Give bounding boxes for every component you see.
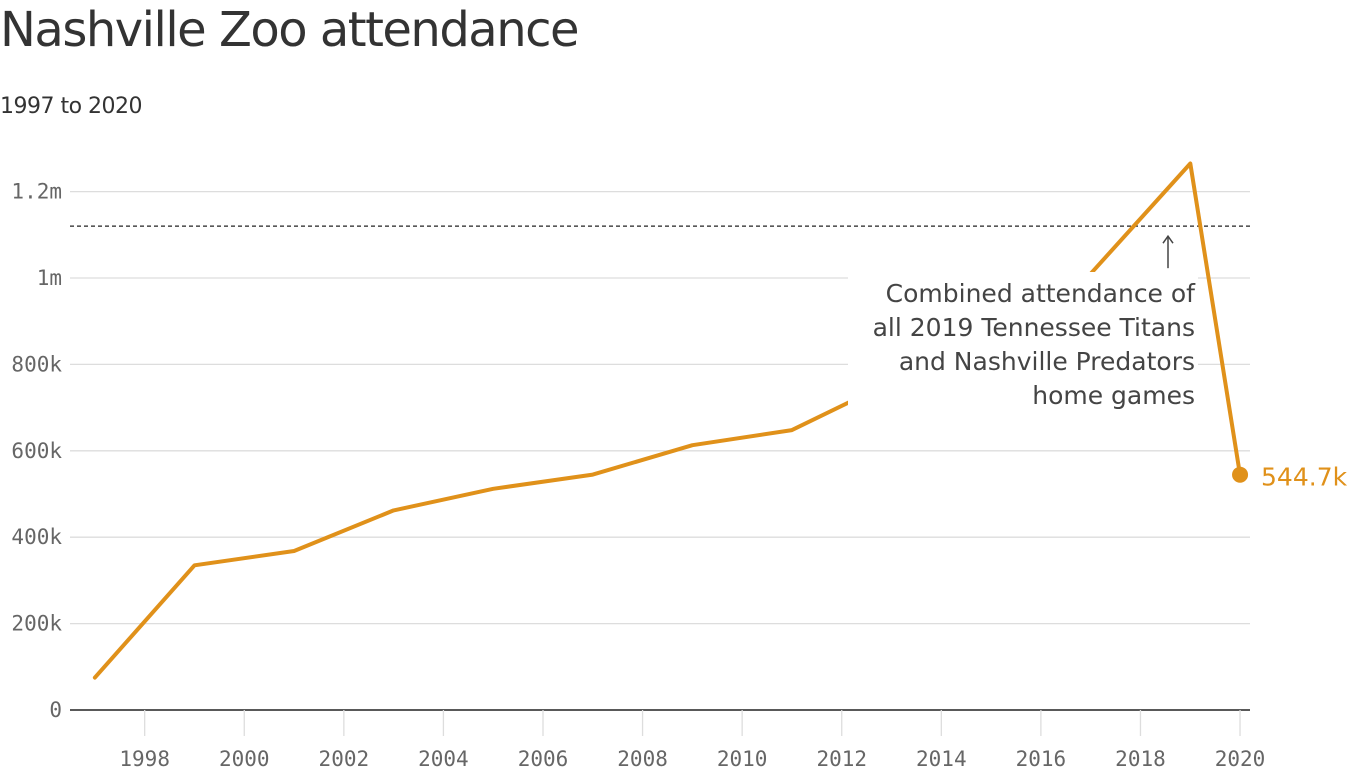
- x-tick-label: 2010: [717, 747, 768, 768]
- end-value-label: 544.7k: [1261, 463, 1348, 492]
- up-arrow-head-icon: [1162, 234, 1174, 244]
- x-tick-label: 2006: [518, 747, 569, 768]
- y-tick-label: 600k: [11, 439, 62, 463]
- y-tick-label: 0: [49, 698, 62, 722]
- attendance-line: [92, 161, 1242, 680]
- x-tick-label: 2018: [1115, 747, 1166, 768]
- x-tick-label: 2020: [1215, 747, 1266, 768]
- x-tick-label: 2008: [617, 747, 668, 768]
- x-tick-label: 2016: [1016, 747, 1067, 768]
- x-tick-label: 2000: [219, 747, 270, 768]
- x-tick-label: 2002: [319, 747, 370, 768]
- y-tick-label: 1m: [37, 266, 62, 290]
- y-tick-label: 1.2m: [11, 180, 62, 204]
- chart-subtitle: 1997 to 2020: [0, 94, 143, 119]
- x-tick-label: 2012: [816, 747, 867, 768]
- annotation-background: [848, 272, 1198, 412]
- axes: 0 200k 400k 600k 800k 1m 1.2m 1998 2000 2002 2004 2…: [11, 180, 1265, 768]
- annotation-text-line: all 2019 Tennessee Titans: [873, 313, 1195, 342]
- x-tick-label: 2004: [418, 747, 469, 768]
- annotation-text-line: Combined attendance of: [886, 279, 1197, 308]
- chart-title: Nashville Zoo attendance: [0, 2, 580, 58]
- end-point-marker: [1232, 466, 1249, 483]
- series-group: [92, 161, 1249, 680]
- annotation-group: 544.7k Combined attendance of all 2019 Ten…: [848, 234, 1348, 492]
- x-tick-label: 1998: [119, 747, 170, 768]
- annotation-text-line: and Nashville Predators: [899, 347, 1195, 376]
- y-tick-label: 200k: [11, 612, 62, 636]
- x-tick-label: 2014: [916, 747, 967, 768]
- y-tick-label: 800k: [11, 352, 62, 376]
- y-tick-label: 400k: [11, 525, 62, 549]
- annotation-text-line: home games: [1032, 381, 1195, 410]
